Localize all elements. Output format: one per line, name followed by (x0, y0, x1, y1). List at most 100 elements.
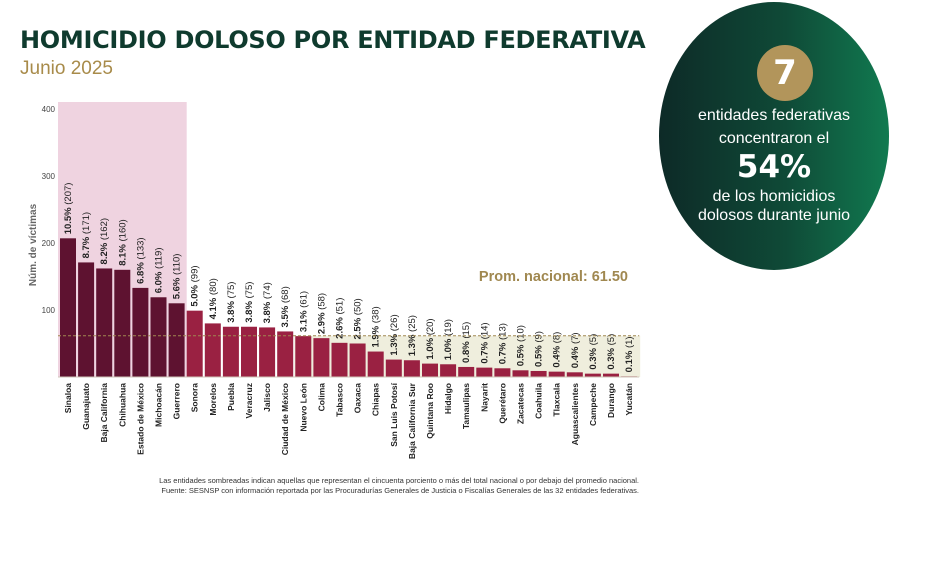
x-tick-label: Chihuahua (117, 383, 127, 427)
x-tick-label: Campeche (588, 383, 598, 426)
bar-campeche (584, 373, 601, 377)
data-label-chiapas: 1.9% (38) (371, 306, 382, 347)
bar-san-luis-potosi (385, 359, 402, 377)
percent-label: 10.5% (63, 205, 74, 235)
x-tick-label: Nayarit (479, 383, 489, 412)
x-tick-label: Guanajuato (81, 383, 91, 430)
bar-nayarit (476, 367, 493, 377)
count-label: (1) (624, 336, 635, 348)
x-tick-label: Colima (316, 383, 326, 412)
bar-oaxaca (349, 343, 366, 377)
footnotes: Las entidades sombreadas indican aquella… (159, 476, 639, 496)
x-tick-label: Guerrero (172, 383, 182, 419)
data-label-yucatan: 0.1% (1) (624, 336, 635, 372)
x-tick-label: Chiapas (371, 383, 381, 416)
count-label: (19) (443, 319, 454, 336)
percent-label: 3.8% (244, 298, 255, 322)
count-label: (9) (534, 331, 545, 343)
bar-nuevo-leon (295, 336, 312, 377)
bar-queretaro (494, 368, 511, 377)
page-subtitle: Junio 2025 (20, 58, 113, 79)
data-label-tabasco: 2.6% (51) (335, 298, 346, 339)
data-label-oaxaca: 2.5% (50) (353, 298, 364, 339)
percent-label: 2.6% (335, 315, 346, 339)
x-tick-label: Baja California (99, 383, 109, 443)
x-tick-label: Estado de México (135, 383, 145, 455)
highlight-badge: 7 entidades federativas concentraron el … (659, 2, 889, 270)
x-tick-label: Durango (606, 383, 616, 418)
data-label-estado-de-mexico: 6.8% (133) (135, 237, 146, 283)
bar-zacatecas (512, 370, 529, 377)
count-label: (13) (497, 323, 508, 340)
count-label: (7) (570, 332, 581, 344)
data-label-queretaro: 0.7% (13) (497, 323, 508, 364)
x-tick-label: Puebla (226, 383, 236, 411)
count-label: (20) (425, 318, 436, 335)
bar-sinaloa (60, 238, 76, 377)
bar-morelos (204, 323, 221, 377)
data-label-san-luis-potosi: 1.3% (26) (389, 314, 400, 355)
count-label: (15) (461, 322, 472, 339)
data-label-zacatecas: 0.5% (10) (516, 325, 527, 366)
bar-tamaulipas (458, 366, 475, 377)
data-label-chihuahua: 8.1% (160) (117, 219, 128, 265)
bar-aguascalientes (566, 372, 583, 377)
data-label-guanajuato: 8.7% (171) (81, 212, 92, 258)
count-label: (26) (389, 314, 400, 331)
bar-tabasco (331, 342, 348, 377)
count-label: (50) (353, 298, 364, 315)
percent-label: 2.5% (353, 315, 364, 339)
count-label: (171) (81, 212, 92, 234)
data-label-durango: 0.3% (5) (606, 334, 617, 370)
data-label-michoacan: 6.0% (119) (154, 247, 165, 293)
data-label-colima: 2.9% (58) (316, 293, 327, 334)
page-title: HOMICIDIO DOLOSO POR ENTIDAD FEDERATIVA (20, 26, 646, 54)
data-label-ciudad-de-mexico: 3.5% (68) (280, 286, 291, 327)
data-label-baja-california-sur: 1.3% (25) (407, 315, 418, 356)
count-label: (119) (154, 247, 165, 268)
count-label: (110) (172, 254, 183, 275)
percent-label: 5.0% (190, 282, 201, 306)
data-label-puebla: 3.8% (75) (226, 282, 237, 323)
average-label: Prom. nacional: 61.50 (479, 269, 628, 285)
bar-coahuila (530, 370, 547, 377)
count-label: (14) (479, 322, 490, 339)
bar-puebla (222, 326, 239, 377)
bar-guanajuato (78, 262, 95, 377)
count-label: (75) (226, 282, 237, 299)
percent-label: 0.7% (497, 340, 508, 364)
percent-label: 0.5% (516, 342, 527, 366)
x-tick-label: Oaxaca (353, 383, 363, 414)
count-label: (25) (407, 315, 418, 332)
x-tick-label: Hidalgo (443, 383, 453, 414)
bar-chart: 100 200 300 400 Núm. de víctimas 10.5% (207) S… (28, 102, 641, 459)
x-tick-label: Sinaloa (63, 383, 73, 414)
highlight-percent: 54% (736, 149, 812, 185)
highlight-line-1: entidades federativas (697, 107, 851, 124)
x-tick-label: Tabasco (335, 383, 345, 417)
percent-label: 1.0% (425, 335, 436, 359)
percent-label: 5.6% (172, 275, 183, 299)
bar-ciudad-de-mexico (277, 331, 294, 377)
percent-label: 1.0% (443, 336, 454, 360)
x-tick-label: Querétaro (497, 383, 507, 424)
percent-label: 1.3% (407, 332, 418, 356)
count-label: (58) (316, 293, 327, 310)
percent-label: 6.0% (154, 269, 165, 293)
y-axis-label: Núm. de víctimas (28, 203, 39, 286)
data-label-tamaulipas: 0.8% (15) (461, 322, 472, 363)
y-tick-label: 400 (42, 105, 56, 114)
percent-label: 4.1% (208, 295, 219, 319)
data-label-tlaxcala: 0.4% (8) (552, 332, 563, 368)
x-tick-label: Sonora (190, 383, 200, 413)
percent-label: 1.9% (371, 323, 382, 347)
bar-guerrero (168, 303, 185, 377)
bar-estado-de-mexico (132, 287, 149, 377)
count-label: (160) (117, 219, 128, 241)
y-tick-label: 300 (42, 172, 56, 181)
count-label: (5) (606, 334, 617, 346)
percent-label: 0.4% (570, 344, 581, 368)
x-tick-label: San Luis Potosí (389, 382, 399, 446)
bar-jalisco (259, 327, 276, 377)
footnote-note: Las entidades sombreadas indican aquella… (159, 476, 639, 485)
